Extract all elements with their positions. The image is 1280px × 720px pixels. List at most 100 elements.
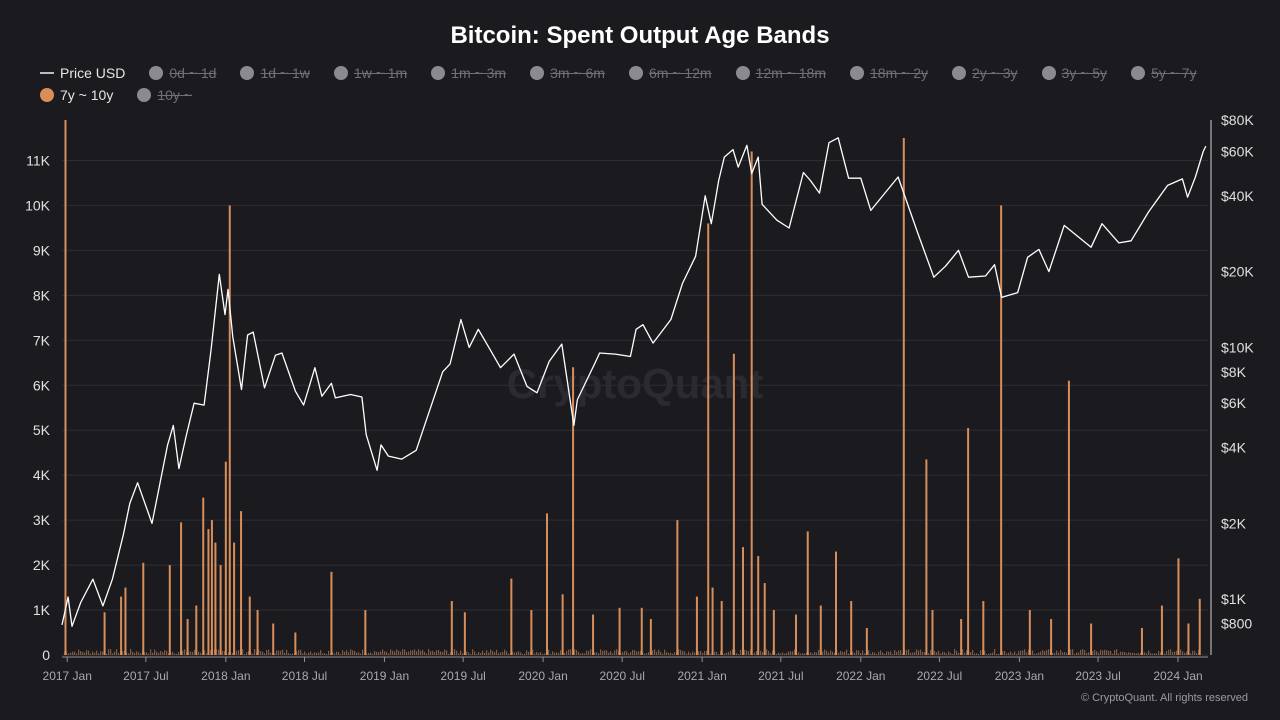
bar-noise	[450, 652, 452, 655]
legend-item[interactable]: 10y ~	[137, 87, 192, 103]
legend-item[interactable]: 5y ~ 7y	[1131, 65, 1197, 81]
legend-item[interactable]: 12m ~ 18m	[735, 65, 826, 81]
legend-item[interactable]: 2y ~ 3y	[952, 65, 1018, 81]
bar-7y-10y	[224, 461, 227, 655]
bar-7y-10y	[530, 610, 533, 655]
bar-noise	[1038, 652, 1040, 655]
bar-noise	[1056, 650, 1058, 655]
bar-noise	[984, 650, 986, 655]
bar-noise	[446, 650, 448, 655]
legend-item[interactable]: 1d ~ 1w	[240, 65, 310, 81]
bar-noise	[626, 651, 628, 655]
bar-noise	[218, 649, 220, 655]
legend-dot-swatch	[431, 66, 446, 80]
bar-noise	[1184, 652, 1186, 655]
legend-label: 10y ~	[157, 87, 192, 103]
bar-noise	[698, 651, 700, 655]
bar-noise	[694, 652, 696, 655]
bar-noise	[570, 649, 572, 655]
legend-item[interactable]: 7y ~ 10y	[40, 87, 113, 103]
bar-noise	[1012, 653, 1014, 655]
legend-item[interactable]: 3m ~ 6m	[530, 65, 605, 81]
bar-noise	[344, 651, 346, 655]
bar-noise	[902, 653, 904, 655]
bar-noise	[118, 653, 120, 655]
bar-noise	[610, 651, 612, 655]
legend-item[interactable]: Price USD	[40, 65, 125, 81]
bar-noise	[1182, 651, 1184, 655]
bar-noise	[354, 650, 356, 655]
bar-noise	[1058, 652, 1060, 655]
bar-noise	[546, 650, 548, 655]
bar-noise	[398, 650, 400, 655]
bar-noise	[506, 651, 508, 655]
bar-noise	[692, 651, 694, 655]
bar-noise	[1194, 650, 1196, 655]
bar-noise	[66, 651, 68, 655]
bar-7y-10y	[592, 614, 595, 655]
bar-noise	[470, 653, 472, 655]
bar-noise	[472, 649, 474, 655]
bar-noise	[1044, 651, 1046, 655]
bar-noise	[108, 649, 110, 655]
y-left-tick-label: 5K	[33, 422, 51, 438]
bar-noise	[332, 651, 334, 655]
bar-noise	[268, 649, 270, 655]
bar-noise	[72, 651, 74, 655]
bar-noise	[210, 650, 212, 655]
bar-noise	[1192, 650, 1194, 655]
legend-line-swatch	[40, 72, 54, 74]
bar-noise	[458, 653, 460, 655]
bar-noise	[794, 649, 796, 655]
bar-noise	[600, 649, 602, 655]
bar-noise	[824, 649, 826, 655]
bar-noise	[224, 651, 226, 655]
bar-7y-10y	[676, 520, 679, 655]
bar-noise	[582, 652, 584, 655]
bar-noise	[316, 652, 318, 655]
bar-noise	[728, 651, 730, 655]
bar-noise	[534, 653, 536, 655]
bar-noise	[992, 652, 994, 655]
bar-noise	[484, 652, 486, 655]
bar-7y-10y	[711, 587, 714, 655]
bar-noise	[350, 649, 352, 655]
legend-item[interactable]: 1m ~ 3m	[431, 65, 506, 81]
bar-noise	[142, 650, 144, 655]
legend-item[interactable]: 18m ~ 2y	[850, 65, 928, 81]
bar-noise	[1032, 650, 1034, 655]
bar-noise	[1164, 653, 1166, 655]
bar-noise	[870, 653, 872, 655]
legend-item[interactable]: 0d ~ 1d	[149, 65, 216, 81]
bar-noise	[490, 649, 492, 655]
bar-noise	[1004, 650, 1006, 655]
bar-noise	[962, 649, 964, 655]
bar-noise	[1018, 651, 1020, 655]
bar-noise	[82, 651, 84, 655]
bar-noise	[646, 653, 648, 655]
bar-noise	[514, 652, 516, 655]
bar-noise	[412, 650, 414, 655]
legend-dot-swatch	[240, 66, 255, 80]
legend-item[interactable]: 1w ~ 1m	[333, 65, 407, 81]
bar-noise	[678, 649, 680, 655]
bar-7y-10y	[1198, 598, 1201, 655]
legend-item[interactable]: 6m ~ 12m	[628, 65, 712, 81]
bar-noise	[114, 651, 116, 655]
bar-noise	[416, 651, 418, 655]
bar-noise	[500, 652, 502, 655]
bar-noise	[862, 650, 864, 655]
bar-noise	[176, 653, 178, 655]
bar-noise	[916, 649, 918, 655]
x-tick-label: 2018 Jan	[201, 669, 250, 683]
bar-noise	[1034, 653, 1036, 655]
bar-7y-10y	[228, 205, 231, 655]
bar-noise	[496, 649, 498, 655]
bar-noise	[1080, 649, 1082, 655]
bar-noise	[946, 653, 948, 655]
bar-7y-10y	[124, 587, 127, 655]
bar-noise	[554, 652, 556, 655]
bar-noise	[762, 652, 764, 655]
bar-noise	[262, 651, 264, 655]
legend-item[interactable]: 3y ~ 5y	[1041, 65, 1107, 81]
